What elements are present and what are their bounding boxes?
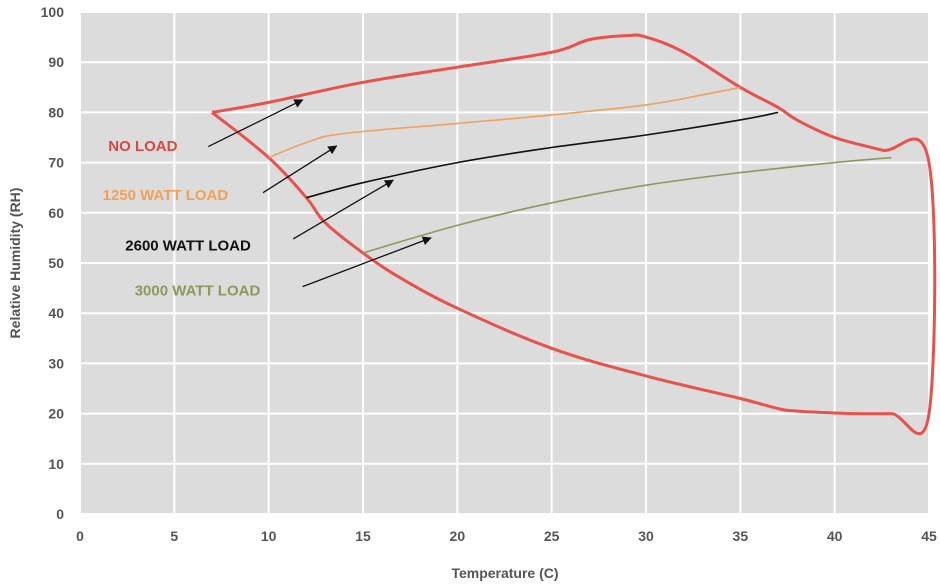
- y-tick-label: 80: [48, 104, 64, 120]
- x-tick-label: 25: [544, 528, 560, 544]
- annotation-label: 3000 WATT LOAD: [135, 283, 261, 300]
- y-tick-label: 40: [48, 305, 64, 321]
- y-tick-label: 20: [48, 406, 64, 422]
- x-tick-label: 20: [450, 528, 466, 544]
- annotation-label: 2600 WATT LOAD: [125, 237, 251, 254]
- tick-labels: 0 5 10 15 20 25 30 35 40 45 0 10 20 30 40 50 60 70 80 90 100: [41, 4, 937, 544]
- x-tick-label: 0: [76, 528, 84, 544]
- series-layer: [211, 33, 937, 436]
- series-line-0: [211, 33, 937, 436]
- y-tick-label: 50: [48, 255, 64, 271]
- x-tick-label: 15: [355, 528, 371, 544]
- annotations-layer: NO LOAD 1250 WATT LOAD 2600 WATT LOAD 3000 …: [103, 99, 432, 300]
- x-axis-title: Temperature (C): [451, 565, 558, 581]
- x-tick-label: 30: [638, 528, 654, 544]
- series-line-1: [268, 86, 741, 159]
- y-tick-label: 100: [41, 4, 65, 20]
- x-tick-label: 35: [733, 528, 749, 544]
- annotation-arrow: [208, 99, 304, 148]
- series-line-2: [306, 111, 779, 199]
- annotation-label: NO LOAD: [108, 138, 177, 155]
- x-tick-label: 10: [261, 528, 277, 544]
- annotation-arrow: [302, 236, 432, 288]
- x-tick-label: 45: [921, 528, 937, 544]
- series-line-3: [362, 156, 892, 254]
- y-tick-label: 90: [48, 54, 64, 70]
- x-tick-label: 40: [827, 528, 843, 544]
- y-tick-label: 10: [48, 456, 64, 472]
- y-tick-label: 30: [48, 355, 64, 371]
- y-tick-label: 70: [48, 155, 64, 171]
- y-axis-title: Relative Humidity (RH): [7, 188, 23, 339]
- annotation-label: 1250 WATT LOAD: [103, 187, 229, 204]
- y-tick-label: 60: [48, 205, 64, 221]
- x-tick-label: 5: [170, 528, 178, 544]
- annotation-arrow: [262, 145, 338, 194]
- y-tick-label: 0: [56, 506, 64, 522]
- annotation-arrow: [292, 179, 394, 240]
